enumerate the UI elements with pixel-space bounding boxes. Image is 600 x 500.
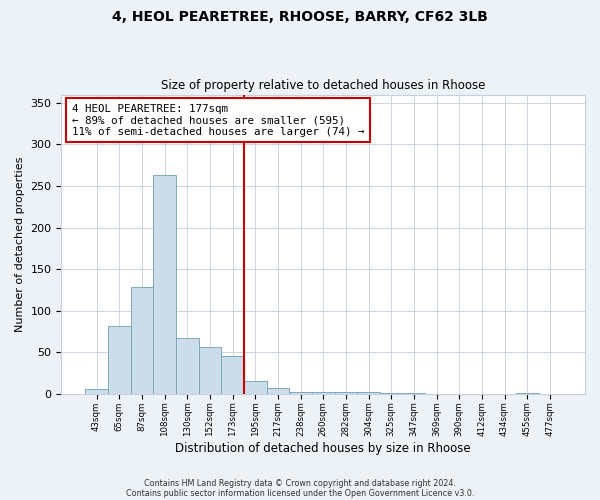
- Title: Size of property relative to detached houses in Rhoose: Size of property relative to detached ho…: [161, 79, 485, 92]
- X-axis label: Distribution of detached houses by size in Rhoose: Distribution of detached houses by size …: [175, 442, 471, 455]
- Text: 4, HEOL PEARETREE, RHOOSE, BARRY, CF62 3LB: 4, HEOL PEARETREE, RHOOSE, BARRY, CF62 3…: [112, 10, 488, 24]
- Bar: [176, 338, 199, 394]
- Bar: [312, 392, 335, 394]
- Text: Contains HM Land Registry data © Crown copyright and database right 2024.: Contains HM Land Registry data © Crown c…: [144, 478, 456, 488]
- Y-axis label: Number of detached properties: Number of detached properties: [15, 156, 25, 332]
- Bar: [199, 346, 221, 394]
- Bar: [403, 393, 425, 394]
- Bar: [266, 388, 289, 394]
- Bar: [221, 356, 244, 394]
- Bar: [380, 393, 403, 394]
- Bar: [85, 389, 108, 394]
- Bar: [153, 175, 176, 394]
- Bar: [357, 392, 380, 394]
- Bar: [516, 393, 539, 394]
- Bar: [335, 392, 357, 394]
- Text: Contains public sector information licensed under the Open Government Licence v3: Contains public sector information licen…: [126, 488, 474, 498]
- Bar: [244, 382, 266, 394]
- Text: 4 HEOL PEARETREE: 177sqm
← 89% of detached houses are smaller (595)
11% of semi-: 4 HEOL PEARETREE: 177sqm ← 89% of detach…: [72, 104, 364, 136]
- Bar: [108, 326, 131, 394]
- Bar: [289, 392, 312, 394]
- Bar: [131, 288, 153, 394]
